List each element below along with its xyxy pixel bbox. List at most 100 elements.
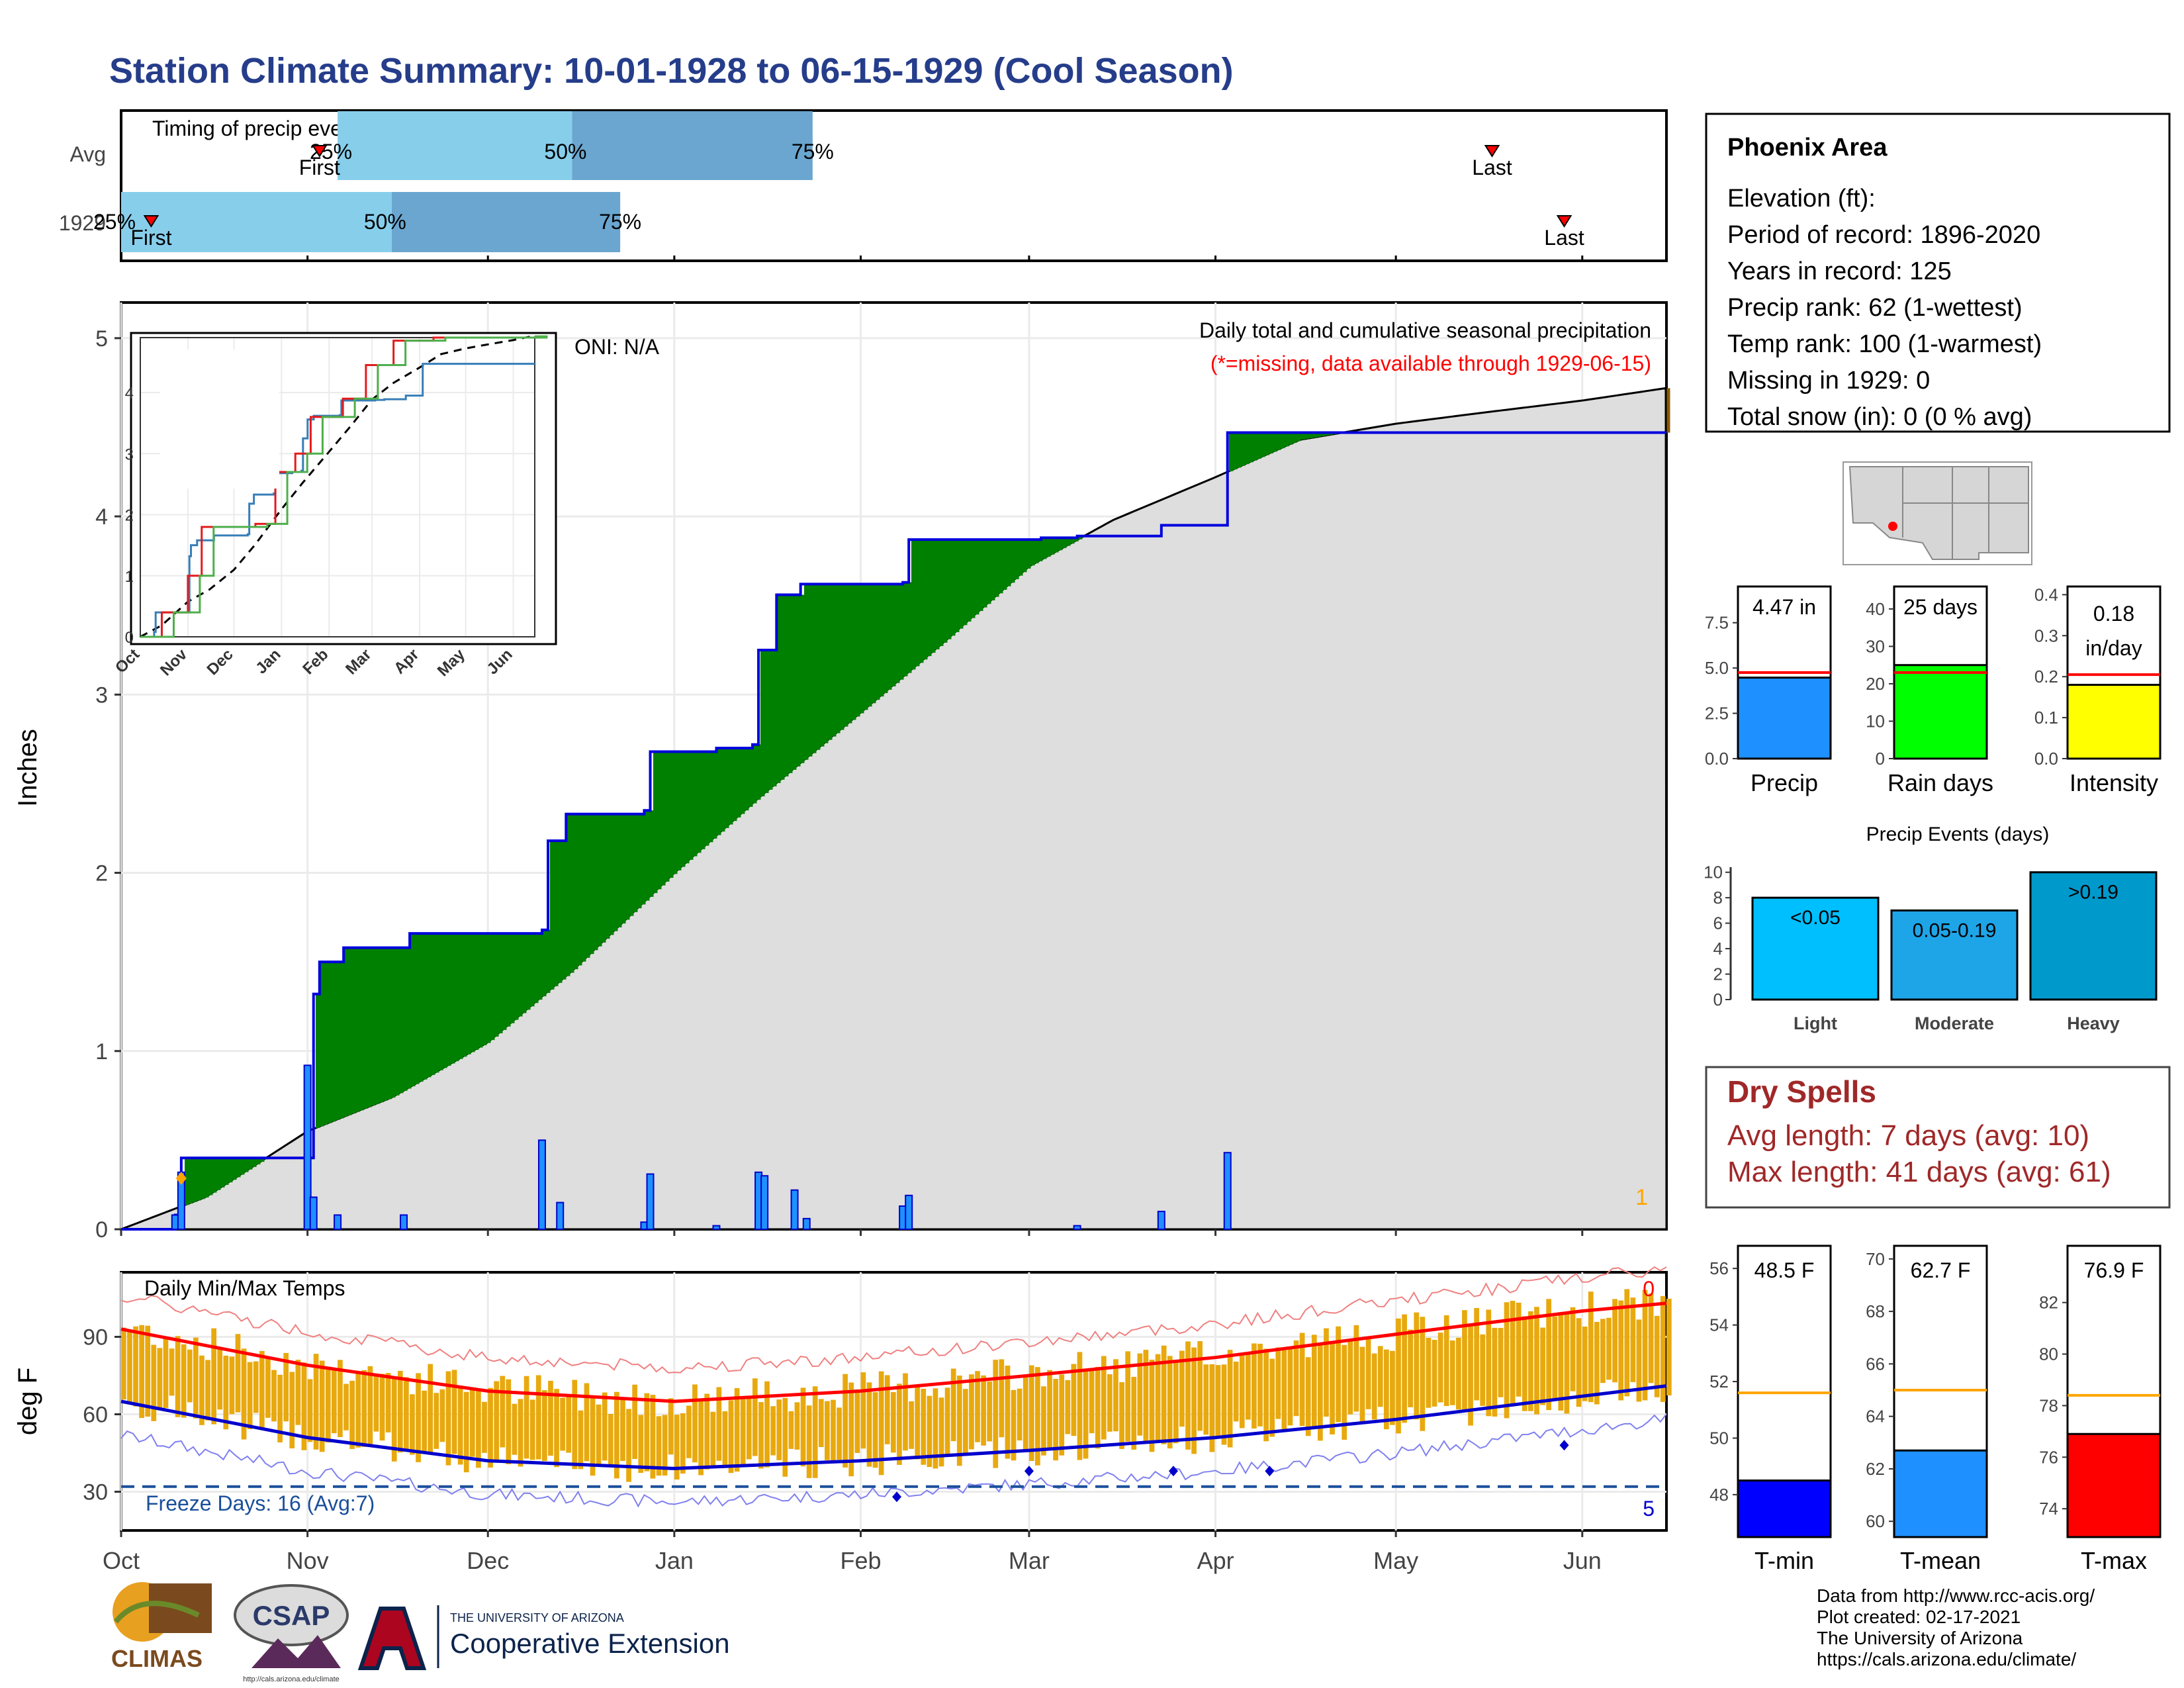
daily-temp-bar [541,1390,547,1461]
precip-above-average-fill [733,748,737,821]
summary-bar-value-text: 4.47 in [1752,595,1816,619]
precip-above-average-fill [566,814,570,976]
precip-above-average-fill [677,751,682,870]
precip-above-average-fill [220,1158,225,1188]
station-box-frame [1705,113,2171,433]
precip-above-average-fill [431,933,435,1075]
daily-temp-bar [277,1374,283,1442]
precip-above-average-fill [995,539,999,597]
station-line-period: Period of record: 1896-2020 [1727,221,2040,249]
map-southwest-states [1848,466,2029,560]
precip-above-average-fill [745,748,749,811]
summary-bar-ytick-label: 30 [1866,636,1885,656]
daily-temp-bar [981,1375,986,1446]
record-high-line [120,1266,1667,1374]
precip-above-average-fill [1034,539,1039,564]
precip-above-average-fill [951,539,956,636]
daily-temp-bar [1155,1354,1161,1441]
daily-temp-bar [1396,1318,1401,1434]
daily-temp-bar [127,1330,132,1403]
precip-above-average-fill [887,584,892,690]
timing-bar-q50-q75 [391,192,621,252]
events-bar-heavy [2029,871,2158,1001]
timing-first-marker [143,215,159,228]
daily-temp-bar [1594,1321,1600,1405]
precip-above-average-fill [764,650,769,793]
events-ytick-label: 10 [1704,863,1723,882]
precip-above-average-fill [804,584,809,760]
summary-bar-ytick-label: 0 [1876,749,1885,769]
daily-temp-bar [1570,1307,1576,1391]
station-line-elevation: Elevation (ft): [1727,185,1876,212]
temp-summary-ytick-label: 66 [1866,1354,1885,1374]
daily-temp-bar [518,1399,523,1467]
daily-temp-bar [987,1381,993,1442]
daily-temp-bar [1161,1345,1167,1444]
month-label: Dec [467,1547,509,1574]
daily-temp-bar [199,1355,205,1425]
precip-above-average-fill [1257,432,1261,459]
daily-temp-bar [319,1360,325,1452]
location-map [1843,461,2032,565]
precip-above-average-fill [232,1158,237,1180]
temp-event-marker [1024,1466,1034,1477]
precip-events-chart: Precip Events (days) 0 2 4 6 8 10 <0.05 Light 0.… [1704,823,2158,1033]
daily-temp-bar [1456,1337,1461,1410]
daily-temp-bar [560,1397,565,1451]
daily-temp-bar [355,1372,361,1448]
daily-temp-bar [1311,1335,1317,1429]
daily-temp-bar [837,1407,842,1460]
daily-temp-bar [716,1387,722,1461]
precip-above-average-fill [530,933,535,1007]
daily-temp-bar [1468,1326,1473,1426]
daily-temp-bar [938,1397,944,1467]
events-bar-moderate [1890,909,2019,1001]
temp-ytick-label: 60 [83,1403,108,1428]
daily-temp-bar [1654,1315,1660,1397]
daily-temp-bar [169,1348,175,1396]
daily-temp-bar [523,1376,529,1459]
daily-temp-bar [758,1402,764,1469]
daily-temp-bar [710,1411,716,1468]
precip-above-average-fill [939,539,944,646]
daily-temp-bar [313,1354,319,1450]
daily-temp-bar [728,1400,734,1474]
precip-above-average-fill [637,814,642,909]
precip-above-average-fill [693,751,698,857]
precip-above-average-fill [594,814,598,951]
daily-temp-bar [343,1383,349,1430]
daily-temp-bar [944,1387,950,1456]
precip-ylabel: Inches [13,729,42,807]
daily-temp-bar [1077,1352,1083,1460]
precip-above-average-fill [796,594,801,767]
daily-temp-bar [1167,1356,1173,1449]
precip-above-average-fill [713,751,717,839]
precip-above-average-fill [848,584,852,724]
daily-precip-bar [646,1173,655,1230]
daily-temp-bar [602,1392,608,1461]
precip-above-average-fill [1241,432,1246,466]
daily-temp-bar [1588,1291,1594,1403]
precip-above-average-fill [955,539,960,632]
daily-temp-bar [794,1402,800,1450]
dry-spells-title: Dry Spells [1727,1074,1876,1109]
temp-summary-ytick-label: 48 [1709,1485,1729,1505]
precip-above-average-fill [435,933,439,1073]
precip-above-average-fill [526,933,531,1010]
summary-bar-ytick-label: 10 [1866,711,1885,731]
inset-ytick-label: 4 [125,385,134,402]
daily-temp-bar [1642,1289,1648,1401]
precip-above-average-fill [522,933,527,1013]
daily-temp-bar [1318,1344,1323,1441]
daily-temp-bar [283,1352,289,1422]
daily-precip-bar [790,1189,799,1231]
daily-precip-bar [1157,1211,1165,1230]
credit-plot-created: Plot created: 02-17-2021 [1817,1607,2021,1627]
precip-above-average-fill [1015,539,1019,579]
daily-temp-bar [1504,1302,1510,1419]
precip-above-average-fill [685,751,690,864]
precip-above-average-fill [776,594,781,783]
temp-summary-value-bar [2066,1432,2161,1538]
precip-above-average-fill [1277,432,1281,450]
precip-above-average-fill [999,539,1003,594]
